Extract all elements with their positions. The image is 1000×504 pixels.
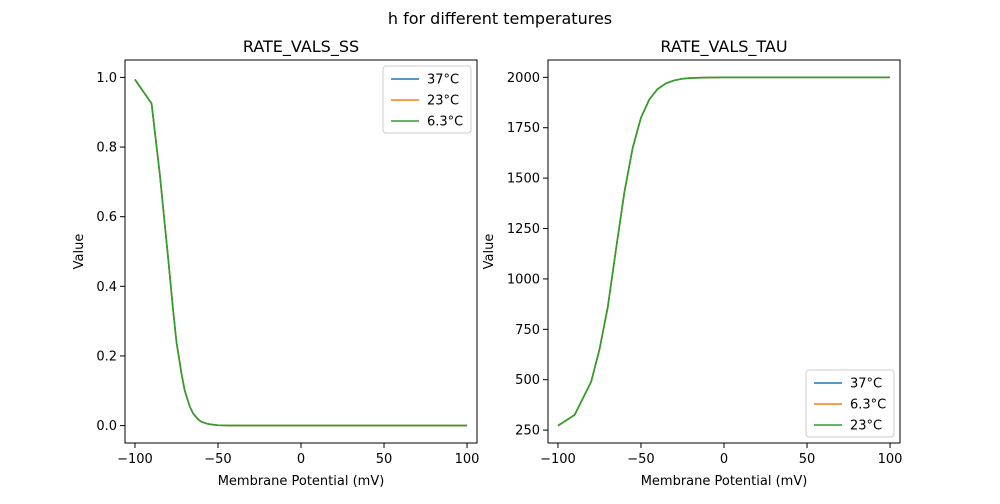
y-tick-label: 250	[515, 424, 540, 439]
y-tick-label: 0.6	[96, 210, 117, 225]
x-tick-label: 0	[297, 452, 305, 467]
y-tick-label: 1000	[507, 272, 540, 287]
x-tick-label: 50	[376, 452, 393, 467]
y-axis-label: Value	[482, 234, 497, 270]
x-tick-label: −50	[627, 452, 654, 467]
legend-entry-label: 6.3°C	[850, 398, 886, 413]
legend-entry-label: 37°C	[850, 377, 882, 392]
axes-frame	[124, 59, 478, 444]
x-axis-label: Membrane Potential (mV)	[218, 474, 385, 489]
legend-box	[382, 65, 472, 134]
y-tick-label: 0.4	[96, 280, 117, 295]
y-tick-label: 1.0	[96, 71, 117, 86]
y-tick-label: 1250	[507, 222, 540, 237]
figure-suptitle: h for different temperatures	[388, 9, 612, 28]
legend-entry-label: 37°C	[427, 73, 459, 88]
chart-left: RATE_VALS_SS −100 −50 0 50 100 0.0 0.2 0.4 0.6 0.8…	[72, 37, 479, 489]
legend-box	[805, 369, 895, 438]
y-tick-label: 0.2	[96, 349, 117, 364]
chart-right: RATE_VALS_TAU −100 −50 0 50 100 250 500 750 1000 1…	[482, 37, 902, 489]
x-tick-label: 100	[878, 452, 903, 467]
y-tick-label: 500	[515, 373, 540, 388]
y-tick-label: 2000	[507, 71, 540, 86]
series-line-2	[557, 76, 891, 427]
x-tick-label: 50	[799, 452, 816, 467]
y-tick-label: 1500	[507, 172, 540, 187]
y-tick-label: 750	[515, 323, 540, 338]
series-line-2	[134, 79, 468, 427]
y-tick-label: 0.8	[96, 141, 117, 156]
y-axis-label: Value	[72, 234, 87, 270]
axes-frame	[547, 59, 901, 444]
x-tick-label: −100	[117, 452, 153, 467]
legend-entry-label: 23°C	[427, 94, 459, 109]
legend-entry-label: 6.3°C	[427, 115, 463, 130]
x-axis-label: Membrane Potential (mV)	[641, 474, 808, 489]
x-tick-label: 0	[720, 452, 728, 467]
x-tick-label: −100	[540, 452, 576, 467]
x-tick-label: −50	[204, 452, 231, 467]
legend-entry-label: 23°C	[850, 419, 882, 434]
chart-title: RATE_VALS_SS	[243, 37, 359, 57]
y-tick-label: 1750	[507, 121, 540, 136]
x-tick-label: 100	[455, 452, 480, 467]
chart-title: RATE_VALS_TAU	[660, 37, 787, 57]
y-tick-label: 0.0	[96, 419, 117, 434]
